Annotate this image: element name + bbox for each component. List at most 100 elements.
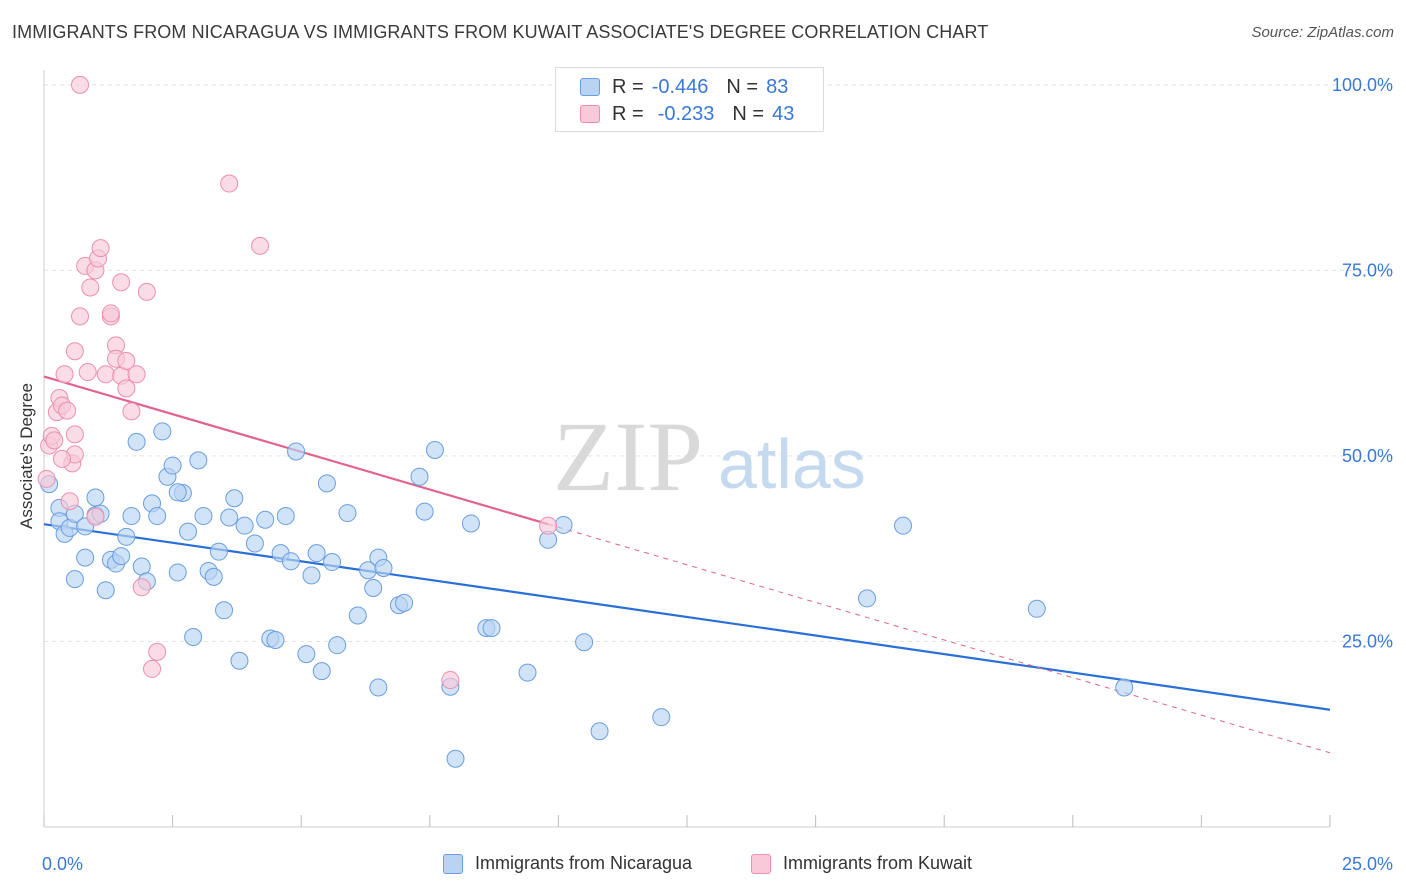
legend-row-nicaragua: R = -0.446 N = 83 (580, 75, 788, 99)
nicaragua-point (86, 488, 105, 507)
kuwait-point (132, 578, 151, 597)
nicaragua-point (179, 522, 198, 541)
kuwait-swatch-icon (751, 853, 771, 874)
kuwait-point (71, 307, 90, 326)
kuwait-point (53, 449, 72, 468)
kuwait-point (101, 304, 120, 323)
watermark: ZIP atlas (553, 401, 866, 512)
nicaragua-point (76, 548, 95, 567)
nicaragua-point (297, 645, 316, 664)
nicaragua-point (225, 489, 244, 508)
kuwait-point (58, 401, 77, 420)
kuwait-point (45, 431, 64, 450)
legend-label: Immigrants from Kuwait (783, 853, 973, 873)
n-label: N = (726, 75, 759, 98)
nicaragua-point (168, 483, 187, 502)
kuwait-point (71, 75, 90, 94)
nicaragua-point (281, 552, 300, 571)
r-label: R = (612, 102, 644, 125)
nicaragua-point (148, 507, 167, 526)
kuwait-point (65, 425, 84, 444)
nicaragua-point (410, 467, 429, 486)
nicaragua-point (266, 630, 285, 649)
nicaragua-point (415, 502, 434, 521)
kuwait-point (137, 282, 156, 301)
nicaragua-point (338, 504, 357, 523)
kuwait-points (37, 75, 558, 690)
nicaragua-point (256, 510, 275, 529)
legend-item-nicaragua[interactable]: Immigrants from Nicaragua (443, 853, 692, 874)
nicaragua-point (153, 422, 172, 441)
kuwait-point (441, 671, 460, 690)
nicaragua-point (194, 507, 213, 526)
r-value: -0.233 (657, 102, 715, 125)
nicaragua-point (348, 606, 367, 625)
kuwait-point (117, 351, 136, 370)
nicaragua-point (302, 566, 321, 585)
nicaragua-point (245, 534, 264, 553)
nicaragua-point (1027, 599, 1046, 618)
nicaragua-point (235, 516, 254, 535)
nicaragua-point (482, 619, 501, 638)
nicaragua-point (127, 432, 146, 451)
kuwait-point (127, 365, 146, 384)
nicaragua-point (112, 547, 131, 566)
nicaragua-point (364, 579, 383, 598)
x-tick-label: 25.0% (1342, 854, 1393, 874)
kuwait-point (539, 516, 558, 535)
nicaragua-points (40, 422, 1134, 768)
y-tick-label: 25.0% (1342, 631, 1393, 651)
nicaragua-point (369, 678, 388, 697)
kuwait-point (65, 342, 84, 361)
y-tick-label: 50.0% (1342, 446, 1393, 466)
n-value: 83 (766, 75, 789, 98)
source-label: Source: ZipAtlas.com (1251, 24, 1394, 41)
legend-label: Immigrants from Nicaragua (475, 853, 693, 873)
kuwait-point (117, 379, 136, 398)
kuwait-point (55, 365, 74, 384)
legend-item-kuwait[interactable]: Immigrants from Kuwait (751, 853, 972, 874)
y-tick-label: 75.0% (1342, 260, 1393, 280)
kuwait-point (86, 507, 105, 526)
nicaragua-swatch-icon (580, 78, 600, 96)
chart-title: IMMIGRANTS FROM NICARAGUA VS IMMIGRANTS … (12, 22, 989, 42)
nicaragua-point (307, 544, 326, 563)
kuwait-point (220, 174, 239, 193)
watermark-atlas: atlas (718, 425, 866, 503)
n-label: N = (732, 102, 765, 125)
nicaragua-point (312, 662, 331, 681)
kuwait-point (91, 239, 110, 258)
n-value: 43 (772, 102, 795, 125)
kuwait-point (78, 363, 97, 382)
nicaragua-point (575, 633, 594, 652)
nicaragua-point (328, 636, 347, 655)
nicaragua-swatch-icon (443, 853, 463, 874)
nicaragua-point (518, 663, 537, 682)
series-legend: Immigrants from Nicaragua Immigrants fro… (0, 851, 1406, 879)
r-value: -0.446 (651, 75, 709, 98)
nicaragua-point (395, 593, 414, 612)
kuwait-point (60, 492, 79, 511)
nicaragua-point (215, 601, 234, 620)
watermark-zip: ZIP (553, 401, 703, 512)
nicaragua-point (122, 507, 141, 526)
kuwait-point (96, 365, 115, 384)
nicaragua-point (65, 570, 84, 589)
legend-row-kuwait: R = -0.233 N = 43 (580, 102, 794, 126)
kuwait-swatch-icon (580, 105, 600, 123)
nicaragua-point (554, 515, 573, 534)
nicaragua-point (425, 440, 444, 459)
nicaragua-point (168, 563, 187, 582)
r-label: R = (612, 75, 644, 98)
nicaragua-trend-line (43, 523, 1331, 711)
x-tick-label: 0.0% (42, 854, 83, 874)
kuwait-point (148, 642, 167, 661)
kuwait-point (112, 273, 131, 292)
nicaragua-point (858, 589, 877, 608)
nicaragua-point (461, 514, 480, 533)
nicaragua-point (230, 651, 249, 670)
nicaragua-point (894, 516, 913, 535)
kuwait-point (122, 402, 141, 421)
nicaragua-point (209, 542, 228, 561)
